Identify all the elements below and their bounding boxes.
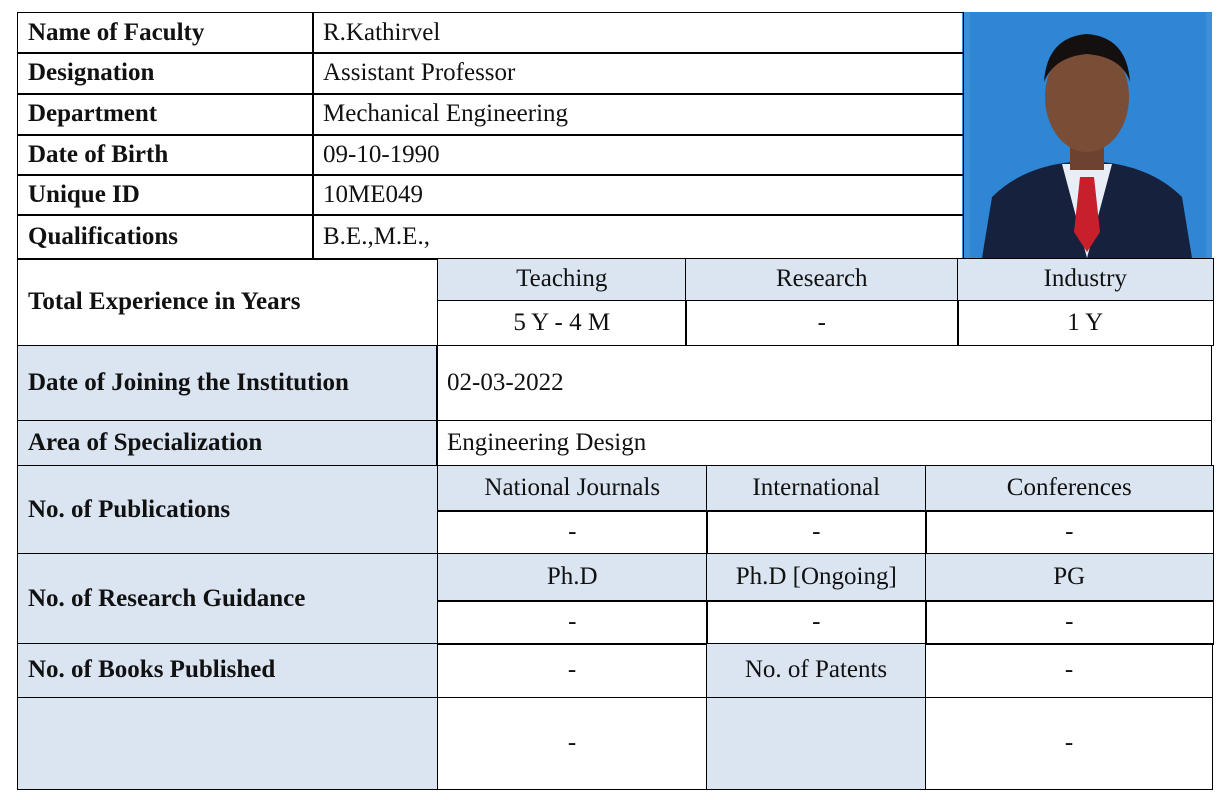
empty-cell: [706, 697, 926, 790]
field-label: Name of Faculty: [17, 12, 314, 54]
faculty-photo: [962, 12, 1212, 258]
field-label: No. of Research Guidance: [17, 553, 438, 645]
column-header: Conferences: [925, 465, 1214, 512]
field-value: -: [706, 510, 927, 555]
field-label: No. of Books Published: [17, 643, 438, 698]
field-value: Engineering Design: [436, 420, 1212, 466]
field-label: Designation: [17, 52, 314, 95]
field-value: -: [925, 510, 1214, 555]
column-header: International: [706, 465, 927, 512]
field-value: B.E.,M.E.,: [312, 214, 964, 260]
field-label: Department: [17, 93, 314, 136]
field-value: -: [437, 697, 707, 790]
column-header: Ph.D [Ongoing]: [706, 553, 927, 602]
field-value: Assistant Professor: [312, 52, 964, 95]
field-value: -: [925, 600, 1214, 645]
column-header: Industry: [957, 258, 1214, 301]
column-header: PG: [925, 553, 1214, 602]
field-value: 09-10-1990: [312, 134, 964, 176]
field-value: R.Kathirvel: [312, 12, 964, 54]
field-value: -: [437, 600, 708, 645]
column-header: Research: [685, 258, 959, 301]
field-value: -: [685, 300, 959, 346]
field-label: Qualifications: [17, 214, 314, 260]
field-value: -: [925, 643, 1213, 698]
column-header: National Journals: [437, 465, 708, 512]
field-value: 10ME049: [312, 174, 964, 216]
field-value: 02-03-2022: [436, 345, 1212, 421]
field-value: 5 Y - 4 M: [437, 300, 687, 346]
empty-cell: [17, 697, 438, 790]
field-value: -: [925, 697, 1213, 790]
field-value: -: [706, 600, 927, 645]
field-label: No. of Patents: [706, 643, 926, 698]
column-header: Ph.D: [437, 553, 708, 602]
field-label: Total Experience in Years: [17, 258, 438, 346]
field-label: Unique ID: [17, 174, 314, 216]
field-label: No. of Publications: [17, 465, 438, 555]
field-label: Date of Birth: [17, 134, 314, 176]
field-label: Area of Specialization: [17, 420, 438, 466]
field-value: 1 Y: [957, 300, 1214, 346]
field-value: -: [437, 643, 707, 698]
field-value: Mechanical Engineering: [312, 93, 964, 136]
column-header: Teaching: [437, 258, 687, 301]
field-label: Date of Joining the Institution: [17, 345, 438, 421]
field-value: -: [437, 510, 708, 555]
